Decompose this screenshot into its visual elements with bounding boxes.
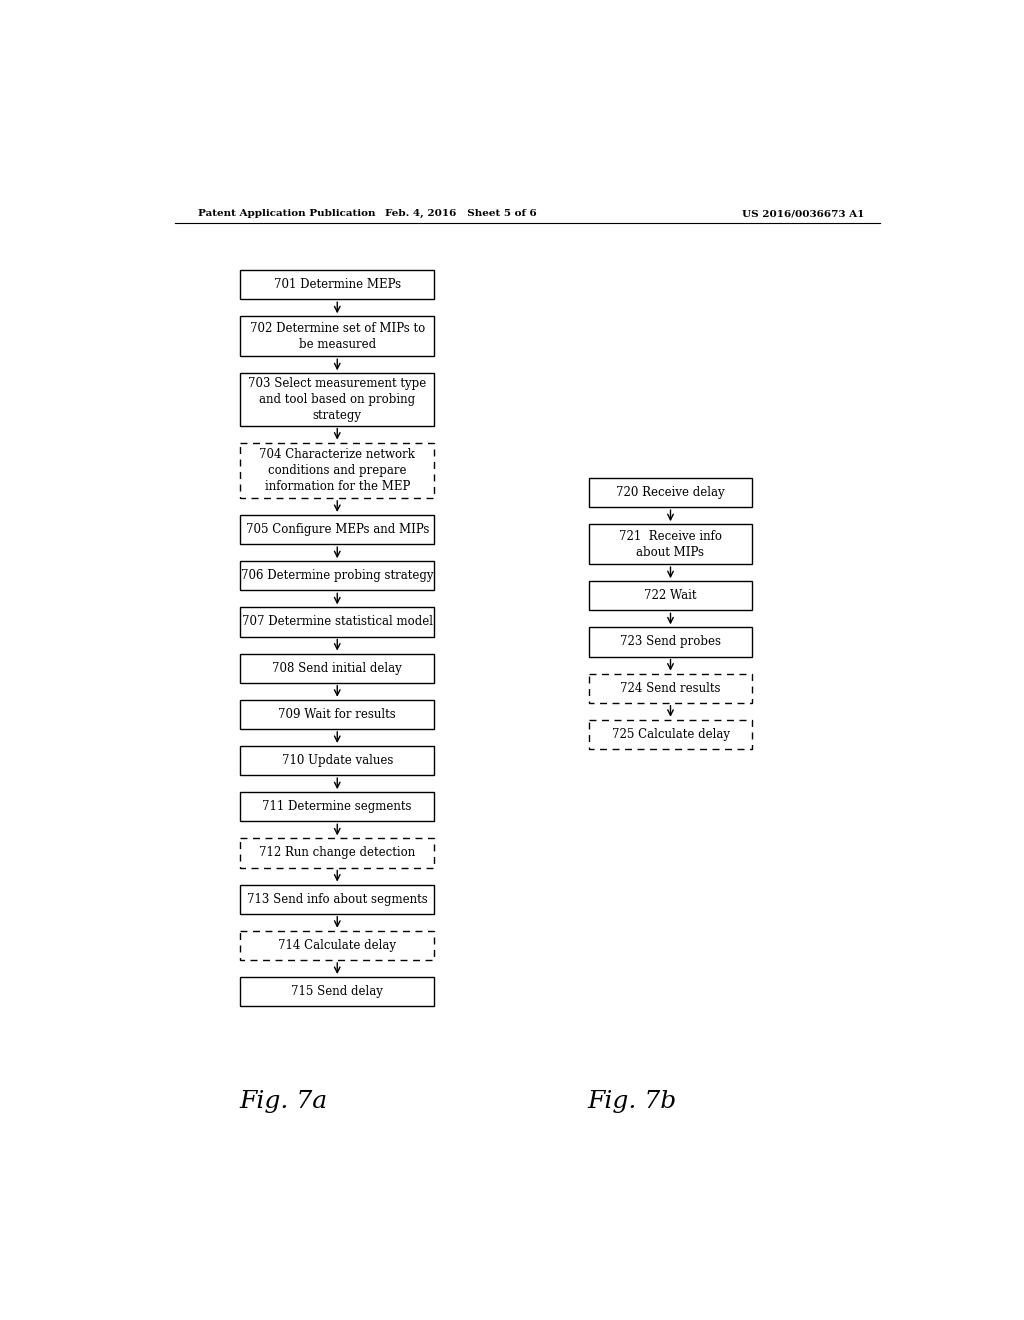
Text: 712 Run change detection: 712 Run change detection — [259, 846, 416, 859]
Bar — [241, 374, 434, 425]
Text: 715 Send delay: 715 Send delay — [291, 985, 383, 998]
Text: 709 Wait for results: 709 Wait for results — [279, 708, 396, 721]
Text: 724 Send results: 724 Send results — [621, 681, 721, 694]
Text: 723 Send probes: 723 Send probes — [620, 635, 721, 648]
Bar — [241, 792, 434, 821]
Bar — [589, 524, 752, 564]
Text: 703 Select measurement type
and tool based on probing
strategy: 703 Select measurement type and tool bas… — [248, 378, 426, 422]
Text: 704 Characterize network
conditions and prepare
information for the MEP: 704 Characterize network conditions and … — [259, 447, 415, 492]
Text: Patent Application Publication: Patent Application Publication — [198, 210, 375, 218]
Bar — [241, 746, 434, 775]
Text: 721  Receive info
about MIPs: 721 Receive info about MIPs — [618, 529, 722, 558]
Text: 702 Determine set of MIPs to
be measured: 702 Determine set of MIPs to be measured — [250, 322, 425, 351]
Text: Fig. 7b: Fig. 7b — [587, 1090, 677, 1113]
Text: 725 Calculate delay: 725 Calculate delay — [611, 727, 729, 741]
Text: 711 Determine segments: 711 Determine segments — [262, 800, 412, 813]
Text: 710 Update values: 710 Update values — [282, 754, 393, 767]
Text: Fig. 7a: Fig. 7a — [239, 1090, 327, 1113]
Text: 714 Calculate delay: 714 Calculate delay — [279, 939, 396, 952]
Text: 701 Determine MEPs: 701 Determine MEPs — [273, 279, 400, 292]
Text: 722 Wait: 722 Wait — [644, 589, 696, 602]
Bar — [241, 442, 434, 498]
Bar — [589, 627, 752, 656]
Bar — [241, 271, 434, 300]
Bar — [241, 653, 434, 682]
Bar — [589, 478, 752, 507]
Bar — [241, 607, 434, 636]
Bar — [241, 317, 434, 356]
Text: 706 Determine probing strategy: 706 Determine probing strategy — [241, 569, 433, 582]
Bar — [589, 719, 752, 748]
Bar — [241, 977, 434, 1006]
Bar — [241, 931, 434, 960]
Bar — [241, 700, 434, 729]
Bar — [241, 561, 434, 590]
Text: 713 Send info about segments: 713 Send info about segments — [247, 892, 428, 906]
Bar — [241, 884, 434, 913]
Text: 720 Receive delay: 720 Receive delay — [616, 486, 725, 499]
Text: 708 Send initial delay: 708 Send initial delay — [272, 661, 402, 675]
Text: 705 Configure MEPs and MIPs: 705 Configure MEPs and MIPs — [246, 523, 429, 536]
Bar — [241, 838, 434, 867]
Bar — [589, 673, 752, 702]
Text: 707 Determine statistical model: 707 Determine statistical model — [242, 615, 433, 628]
Text: US 2016/0036673 A1: US 2016/0036673 A1 — [741, 210, 864, 218]
Bar — [589, 581, 752, 610]
Bar — [241, 515, 434, 544]
Text: Feb. 4, 2016   Sheet 5 of 6: Feb. 4, 2016 Sheet 5 of 6 — [385, 210, 538, 218]
